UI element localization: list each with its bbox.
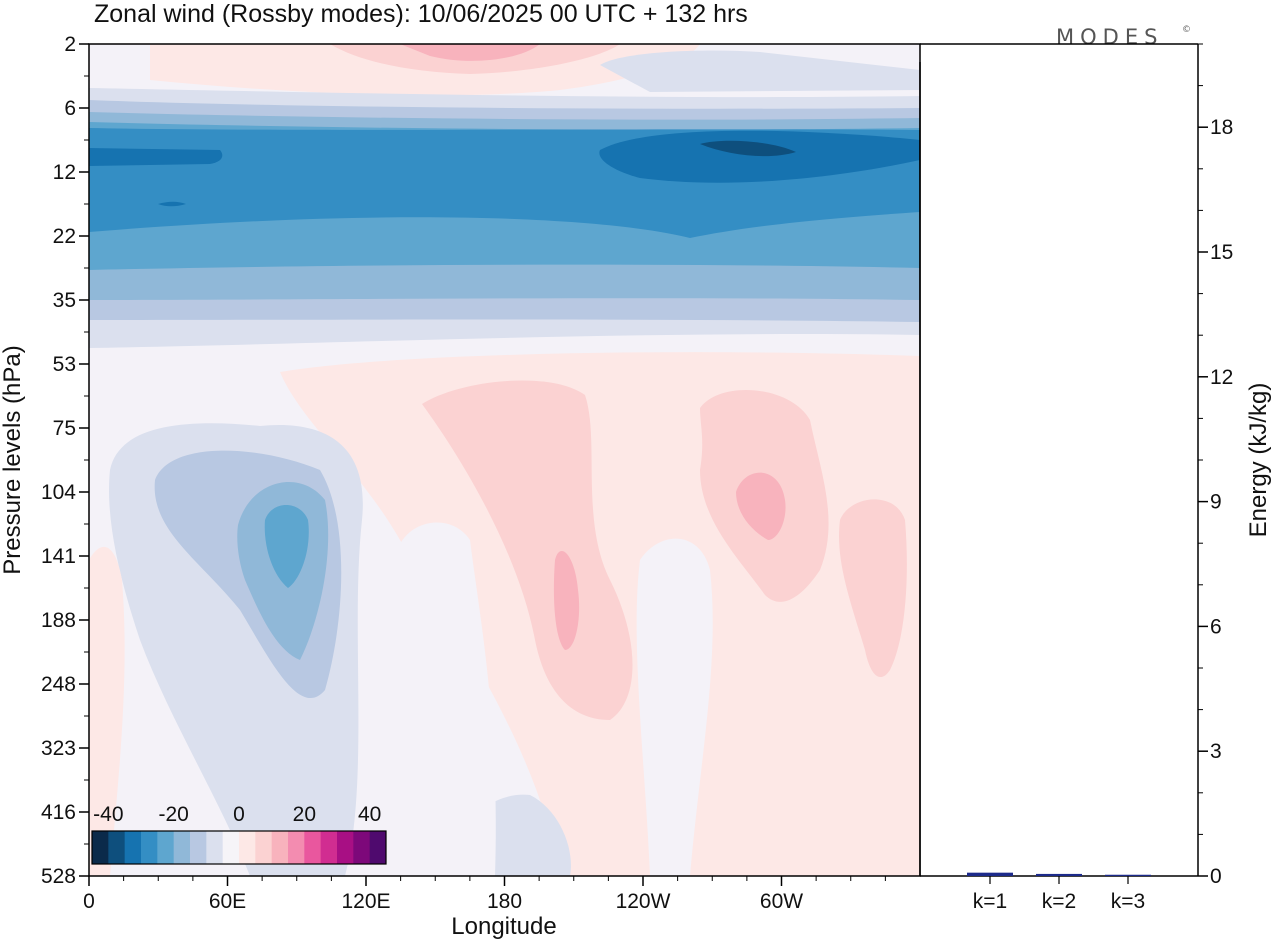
energy-tick-label: 6 [1210,615,1222,638]
y-tick-label: 323 [41,737,76,760]
colorbar-swatch [255,831,273,864]
colorbar-label: 40 [358,803,381,826]
pos-cell-a-core [553,551,580,650]
heatmap-field [89,44,920,876]
pale-tongue-right [636,538,713,876]
energy-axis-label: Energy (kJ/kg) [1245,383,1272,538]
y-tick-label: 188 [41,609,76,632]
energy-bars [967,872,1151,876]
pos-cell-b-core [736,472,786,540]
colorbar-frame [91,830,387,865]
x-tick-label: 120E [341,890,390,913]
jet-core-left [89,148,223,166]
colorbar-swatch [222,831,240,864]
colorbar-swatch [304,831,322,864]
top-right-lavender [600,50,920,92]
copyright-mark: © [1182,25,1191,35]
colorbar-label: -40 [93,803,123,826]
jet-core-right [599,130,920,183]
energy-tick-label: 18 [1210,116,1233,139]
colorbar-swatch [288,831,305,864]
energy-tick-label: 3 [1210,740,1222,763]
colorbar-swatch [206,831,224,864]
energy-bar [1105,874,1151,876]
pos-cell-c [839,499,907,678]
wavenumber-labels: k=1 k=2 k=3 [973,876,1145,913]
top-band-rose [400,44,540,61]
x-tick-label: 180 [487,890,522,913]
longitude-axis: 0 60E 120E 180 120W 60W [83,876,886,913]
colorbar-swatch [239,831,256,864]
colorbar: -40 -20 0 20 40 [91,803,387,865]
energy-axis: 0 3 6 9 12 15 18 [1198,43,1233,888]
y-tick-label: 35 [53,289,76,312]
y-tick-label: 528 [41,865,76,888]
energy-bar [967,872,1013,876]
y-tick-label: 6 [64,97,76,120]
wavenumber-label: k=2 [1042,890,1076,913]
colorbar-swatch [157,831,175,864]
y-axis-label: Pressure levels (hPa) [0,345,26,574]
y-tick-label: 141 [41,545,76,568]
neg-cell-core [264,505,309,588]
energy-panel: 0 3 6 9 12 15 18 k=1 k=2 k=3 Energy (kJ/kg) [919,43,1272,913]
energy-tick-label: 9 [1210,491,1222,514]
x-axis-label: Longitude [451,913,556,940]
colorbar-swatch [124,831,142,864]
pale-tongue-left [395,522,496,876]
colorbar-label: -20 [158,803,188,826]
y-tick-label: 248 [41,673,76,696]
jet-fleck [158,201,186,207]
colorbar-swatch [337,831,354,864]
x-tick-label: 60W [760,890,803,913]
colorbar-swatch [173,831,191,864]
y-tick-label: 12 [53,161,76,184]
y-tick-label: 416 [41,801,76,824]
jet-core-inner [700,140,796,157]
energy-tick-label: 0 [1210,865,1222,888]
wavenumber-label: k=3 [1111,890,1145,913]
x-tick-label: 60E [209,890,246,913]
energy-tick-label: 15 [1210,241,1233,264]
y-tick-label: 104 [41,481,76,504]
colorbar-swatch [108,831,126,864]
heatmap-panel: 2 6 12 22 35 53 75 104 141 188 248 323 416 528 0 60E 12… [0,33,921,940]
colorbar-label: 20 [293,803,316,826]
colorbar-swatch [320,831,338,864]
modes-logo: MODES [1056,25,1163,49]
pink-sliver-bottom-left [89,546,125,876]
colorbar-swatch [353,831,371,864]
x-tick-label: 120W [616,890,671,913]
x-tick-label: 0 [83,890,95,913]
chart-title: Zonal wind (Rossby modes): 10/06/2025 00… [94,0,748,28]
y-tick-label: 2 [64,33,76,56]
pressure-axis: 2 6 12 22 35 53 75 104 141 188 248 323 416 528 [41,33,89,888]
pos-cell-a-outer [422,380,633,720]
colorbar-label: 0 [233,803,245,826]
y-tick-label: 22 [53,225,76,248]
colorbar-swatch [92,831,109,864]
colorbar-swatch [271,831,289,864]
energy-tick-label: 12 [1210,366,1233,389]
energy-bar [1036,873,1082,876]
colorbar-swatch [369,831,387,864]
colorbar-swatch [190,831,207,864]
wavenumber-label: k=1 [973,890,1007,913]
y-tick-label: 53 [53,353,76,376]
colorbar-swatch [141,831,158,864]
y-tick-label: 75 [53,417,76,440]
